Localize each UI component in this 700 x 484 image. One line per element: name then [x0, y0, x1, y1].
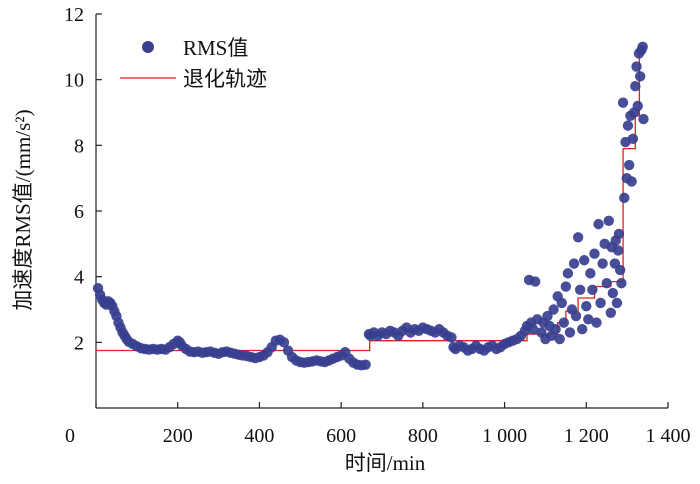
rms-point — [570, 310, 582, 322]
x-tick-label: 200 — [163, 425, 193, 447]
rms-point — [637, 41, 648, 53]
rms-point — [611, 297, 623, 309]
y-tick-label: 12 — [64, 4, 84, 26]
rms-point — [278, 337, 290, 348]
x-tick-label: 1 000 — [482, 425, 527, 447]
legend: RMS值 退化轨迹 — [120, 36, 267, 91]
rms-point — [591, 317, 602, 328]
rms-point — [579, 255, 590, 266]
tick-labels-layer: 0 200 400 600 800 1 000 1 200 1 400 2 4 6 8 10 12 — [64, 4, 691, 447]
rms-point — [617, 97, 629, 108]
rms-point — [623, 159, 635, 171]
legend-rms-label: RMS值 — [183, 36, 248, 60]
rms-point — [530, 276, 541, 287]
y-tick-label: 6 — [74, 201, 84, 223]
rms-point — [577, 324, 588, 335]
rms-point — [574, 284, 586, 295]
x-tick-label: 800 — [408, 425, 438, 447]
rms-point — [446, 332, 457, 343]
rms-point — [635, 71, 646, 82]
rms-point — [612, 245, 624, 256]
rms-point — [564, 327, 576, 338]
rms-point — [589, 248, 600, 259]
x-tick-label: 600 — [326, 425, 356, 447]
degradation-trajectory-layer — [96, 46, 644, 352]
rms-point — [631, 61, 642, 72]
rms-point — [627, 133, 639, 144]
x-tick-label: 0 — [65, 425, 75, 447]
rms-point — [581, 301, 592, 312]
rms-point — [597, 258, 608, 269]
y-axis-title: 加速度RMS值/(mm/s²) — [11, 109, 35, 310]
rms-point — [587, 284, 598, 295]
y-tick-label: 2 — [74, 332, 84, 354]
rms-point — [632, 100, 643, 112]
x-tick-label: 1 400 — [646, 425, 691, 447]
rms-point — [583, 314, 594, 325]
y-tick-label: 4 — [74, 267, 84, 289]
rms-point — [622, 120, 634, 131]
rms-point — [550, 324, 561, 335]
rms-point — [601, 278, 612, 289]
rms-point — [593, 218, 604, 230]
rms-point — [360, 359, 371, 370]
rms-point — [595, 297, 606, 309]
rms-point — [585, 268, 596, 279]
y-tick-label: 10 — [64, 70, 84, 92]
rms-point — [638, 113, 649, 125]
rms-point — [614, 264, 626, 276]
rms-point — [619, 192, 630, 204]
legend-trajectory-label: 退化轨迹 — [183, 67, 267, 91]
x-tick-label: 1 200 — [564, 425, 609, 447]
axes — [95, 13, 669, 409]
rms-point — [542, 310, 553, 322]
rms-point — [605, 307, 616, 318]
rms-point — [562, 268, 574, 279]
rms-point — [626, 176, 637, 187]
rms-points-layer — [92, 41, 649, 371]
rms-point — [572, 232, 584, 243]
y-tick-label: 8 — [74, 135, 84, 157]
rms-point — [603, 215, 614, 227]
rms-point — [560, 281, 572, 292]
x-tick-label: 400 — [244, 425, 274, 447]
degradation-trajectory-line — [96, 46, 644, 352]
rms-point — [556, 297, 567, 309]
legend-rms-marker — [142, 41, 154, 53]
rms-point — [613, 228, 625, 240]
rms-point — [607, 287, 619, 299]
rms-point — [548, 304, 559, 315]
rms-point — [616, 278, 627, 289]
rms-point — [527, 324, 539, 335]
rms-point — [554, 333, 565, 345]
rms-point — [568, 258, 580, 269]
rms-point — [558, 317, 570, 328]
rms-point — [630, 81, 641, 92]
x-axis-title: 时间/min — [345, 451, 426, 475]
